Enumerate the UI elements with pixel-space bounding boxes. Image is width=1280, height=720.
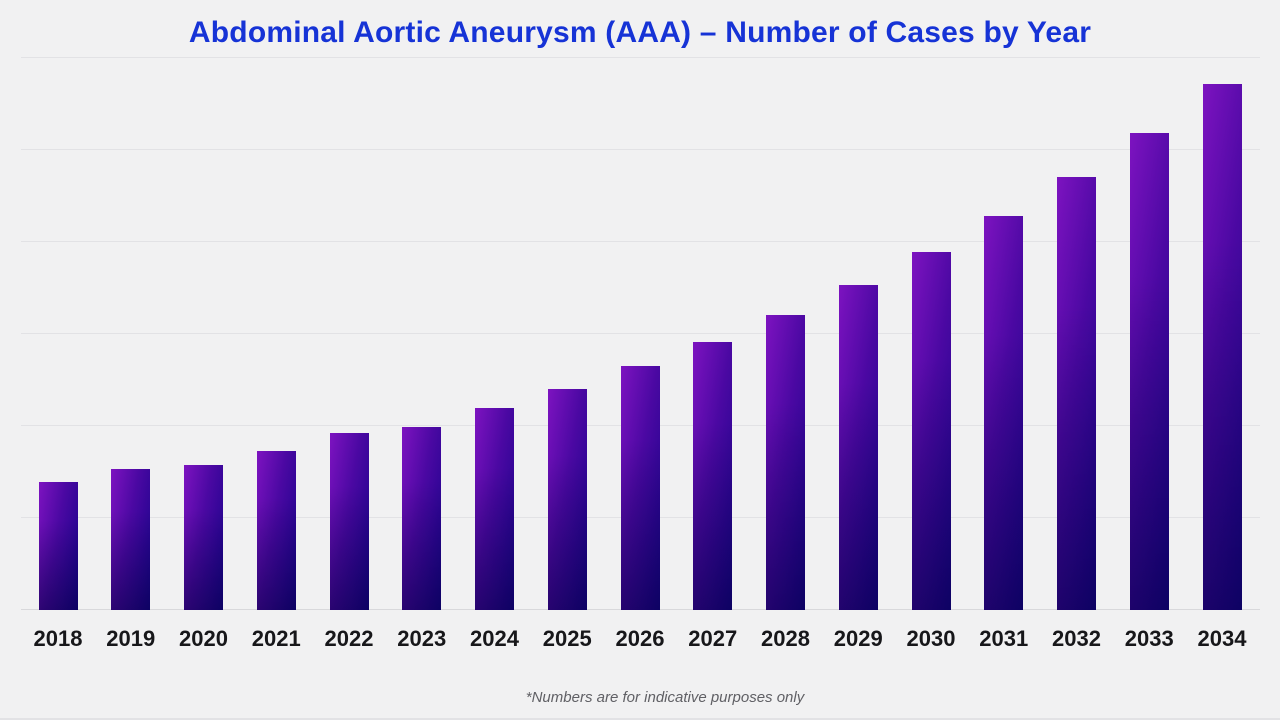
bar-2025 bbox=[547, 389, 587, 610]
gridline bbox=[21, 149, 1260, 150]
x-tick-label-2021: 2021 bbox=[251, 626, 301, 651]
bar-2031 bbox=[984, 216, 1024, 610]
x-tick-label-2025: 2025 bbox=[542, 626, 592, 651]
gridline bbox=[21, 333, 1260, 334]
bar-2022 bbox=[329, 433, 369, 610]
bar-2026 bbox=[620, 366, 660, 610]
bar-2033 bbox=[1129, 132, 1169, 610]
x-axis-labels: 2018 2019 2020 2021 2022 2023 2024 2025 2026 2027… bbox=[0, 626, 1280, 652]
x-tick-label-2023: 2023 bbox=[397, 626, 447, 651]
x-tick-label-2027: 2027 bbox=[688, 626, 738, 651]
bar-2021 bbox=[256, 450, 296, 610]
footnote: *Numbers are for indicative purposes onl… bbox=[525, 689, 805, 706]
chart-title: Abdominal Aortic Aneurysm (AAA) – Number… bbox=[188, 16, 1092, 49]
bar-2019 bbox=[111, 469, 151, 610]
x-tick-label-2034: 2034 bbox=[1197, 626, 1247, 651]
gridline bbox=[21, 241, 1260, 242]
gridline bbox=[21, 57, 1260, 58]
x-tick-label-2018: 2018 bbox=[33, 626, 83, 651]
x-tick-label-2028: 2028 bbox=[761, 626, 810, 651]
bar-2030 bbox=[911, 252, 951, 610]
bar-2032 bbox=[1057, 176, 1096, 610]
x-tick-label-2019: 2019 bbox=[106, 626, 156, 651]
x-tick-label-2031: 2031 bbox=[979, 626, 1029, 651]
bar-2020 bbox=[184, 464, 223, 610]
x-tick-label-2030: 2030 bbox=[906, 626, 956, 651]
plot-area bbox=[0, 57, 1280, 610]
bar-2028 bbox=[766, 314, 805, 610]
bar-2029 bbox=[838, 285, 878, 610]
x-tick-label-2032: 2032 bbox=[1052, 626, 1101, 651]
x-tick-label-2033: 2033 bbox=[1124, 626, 1174, 651]
x-tick-label-2022: 2022 bbox=[324, 626, 374, 651]
bar-2018 bbox=[38, 482, 78, 610]
x-tick-label-2020: 2020 bbox=[179, 626, 228, 651]
x-tick-label-2026: 2026 bbox=[615, 626, 665, 651]
bars-container bbox=[0, 58, 1280, 610]
bar-2027 bbox=[693, 342, 733, 610]
bar-2034 bbox=[1202, 83, 1242, 610]
bar-2023 bbox=[402, 426, 442, 610]
bar-2024 bbox=[475, 407, 514, 610]
x-tick-label-2024: 2024 bbox=[470, 626, 519, 651]
x-tick-label-2029: 2029 bbox=[833, 626, 883, 651]
